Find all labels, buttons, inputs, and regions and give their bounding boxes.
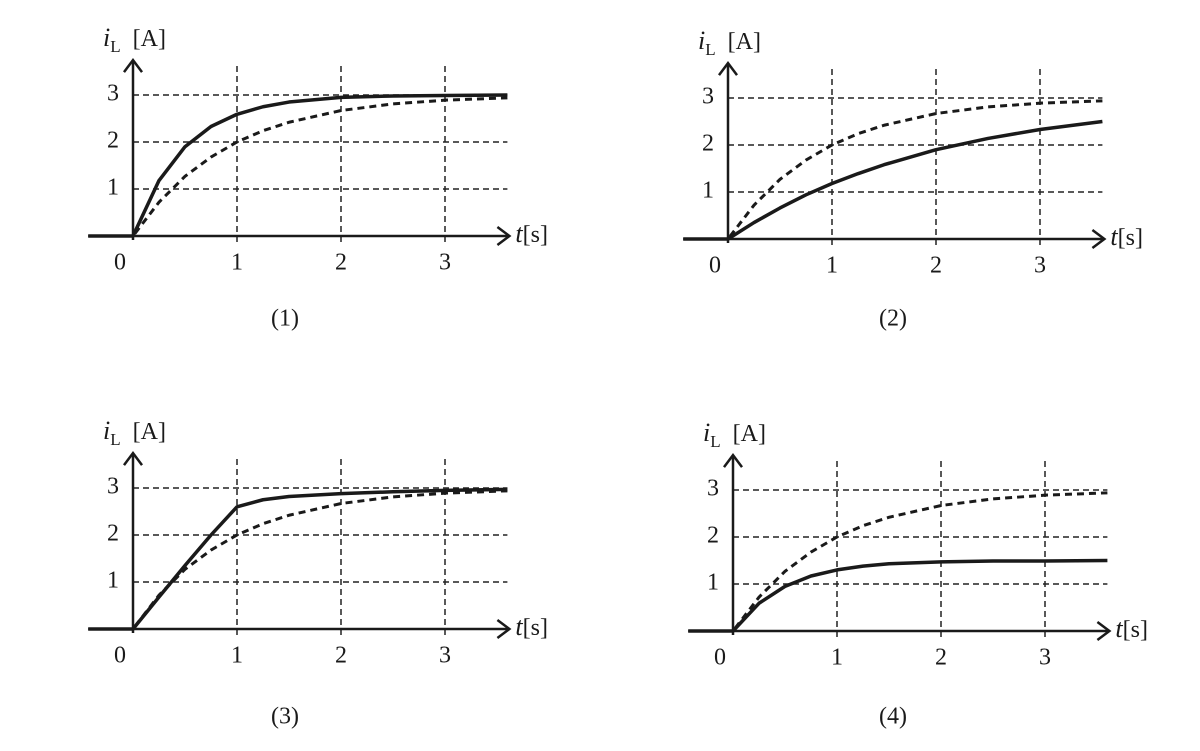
y-label-symbol: i [103, 23, 110, 52]
y-axis-label: iL [A] [103, 416, 166, 449]
solid-curve [88, 487, 508, 631]
y-tick-label: 2 [702, 131, 714, 157]
y-tick-label: 3 [107, 474, 119, 500]
panel-caption: (1) [271, 306, 299, 332]
x-tick-label: 3 [1039, 645, 1051, 671]
y-tick-label: 1 [702, 178, 714, 204]
y-label-unit: [A] [728, 29, 761, 55]
y-tick-label: 2 [107, 128, 119, 154]
x-tick-label: 1 [831, 645, 843, 671]
x-tick-label: 1 [826, 253, 838, 279]
y-label-subscript: L [705, 40, 715, 59]
solid-curve [88, 93, 508, 238]
x-tick-label: 2 [335, 250, 347, 276]
y-tick-label: 3 [702, 84, 714, 110]
y-label-unit: [A] [133, 419, 166, 445]
x-tick-label: 3 [1034, 253, 1046, 279]
panel-caption: (4) [879, 704, 907, 730]
x-axis-label: t[s] [515, 612, 548, 641]
x-tick-label: 1 [231, 643, 243, 669]
y-tick-label: 1 [107, 175, 119, 201]
x-label-unit: [s] [523, 222, 548, 248]
x-axis-label: t[s] [515, 219, 548, 248]
x-tick-label: 0 [709, 253, 721, 279]
x-tick-label: 1 [231, 250, 243, 276]
x-tick-label: 2 [335, 643, 347, 669]
x-axis-label: t[s] [1110, 222, 1143, 251]
y-tick-label: 1 [107, 568, 119, 594]
panel-caption: (2) [879, 306, 907, 332]
y-axis-label: iL [A] [703, 418, 766, 451]
x-label-unit: [s] [523, 615, 548, 641]
y-axis-label: iL [A] [103, 23, 166, 56]
y-tick-label: 3 [107, 81, 119, 107]
y-label-symbol: i [103, 416, 110, 445]
x-label-symbol: t [1110, 222, 1118, 251]
x-tick-label: 3 [439, 250, 451, 276]
y-axis-label: iL [A] [698, 26, 761, 59]
y-tick-label: 1 [707, 570, 719, 596]
y-axis-arrow [718, 61, 738, 76]
x-tick-label: 0 [114, 250, 126, 276]
y-label-subscript: L [710, 432, 720, 451]
x-axis-arrow [496, 619, 512, 639]
y-label-symbol: i [698, 26, 705, 55]
y-tick-label: 3 [707, 476, 719, 502]
x-axis-arrow [496, 226, 512, 246]
y-label-subscript: L [110, 430, 120, 449]
y-tick-label: 2 [707, 523, 719, 549]
x-tick-label: 2 [935, 645, 947, 671]
x-label-symbol: t [515, 219, 523, 248]
x-label-symbol: t [515, 612, 523, 641]
x-axis-arrow [1096, 621, 1112, 641]
y-label-unit: [A] [133, 26, 166, 52]
y-label-symbol: i [703, 418, 710, 447]
x-label-unit: [s] [1123, 617, 1148, 643]
x-tick-label: 0 [114, 643, 126, 669]
x-tick-label: 0 [714, 645, 726, 671]
x-label-unit: [s] [1118, 225, 1143, 251]
y-label-unit: [A] [733, 421, 766, 447]
x-axis-label: t[s] [1115, 614, 1148, 643]
solid-curve [683, 119, 1103, 241]
y-axis-arrow [123, 451, 143, 466]
x-axis-arrow [1091, 229, 1107, 249]
panel-caption: (3) [271, 704, 299, 730]
x-tick-label: 2 [930, 253, 942, 279]
y-tick-label: 2 [107, 521, 119, 547]
y-axis-arrow [123, 58, 143, 73]
x-label-symbol: t [1115, 614, 1123, 643]
solid-curve [688, 558, 1108, 633]
x-tick-label: 3 [439, 643, 451, 669]
y-label-subscript: L [110, 37, 120, 56]
y-axis-arrow [723, 453, 743, 468]
